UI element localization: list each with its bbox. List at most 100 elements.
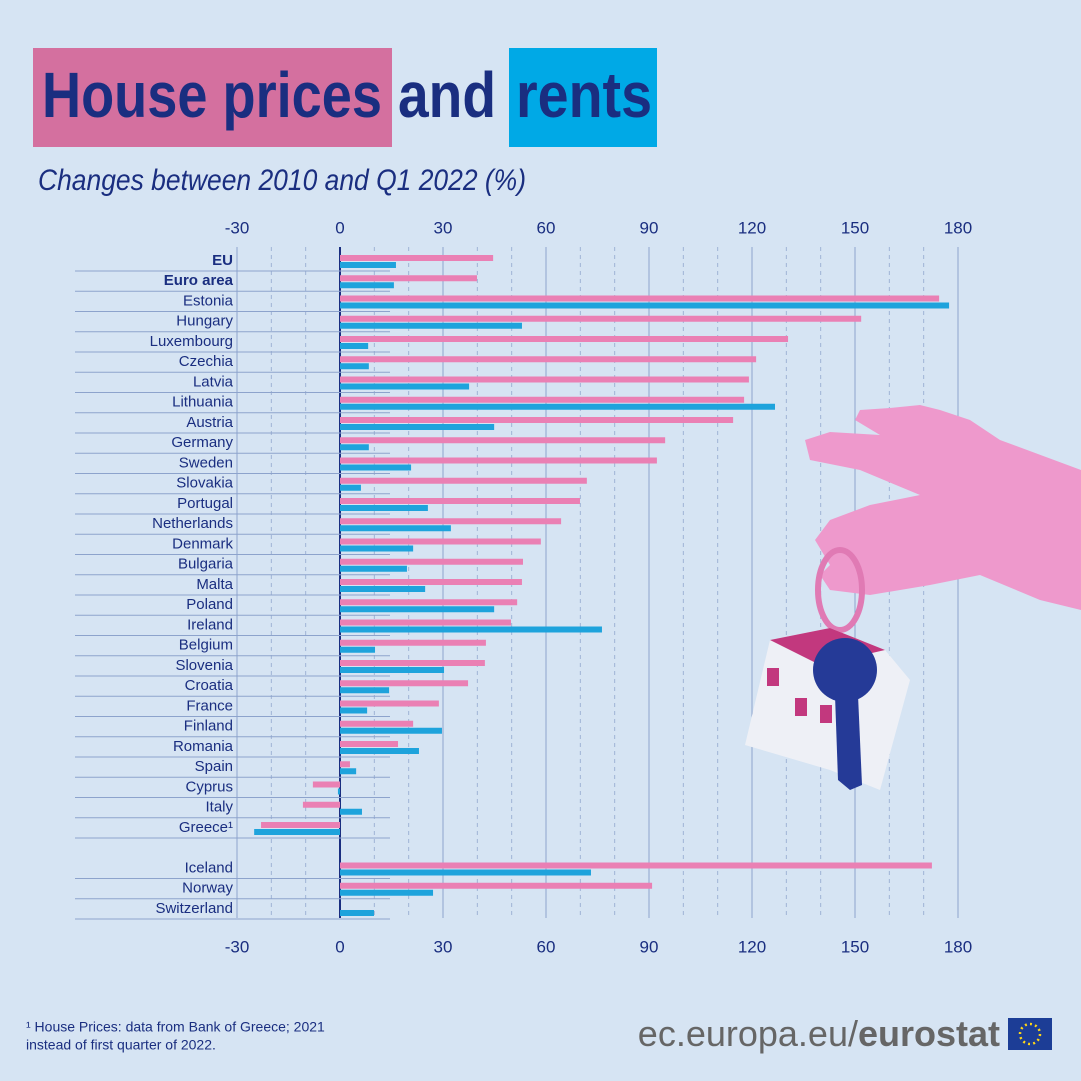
bar xyxy=(340,302,950,309)
x-tick-label-bottom: 30 xyxy=(434,937,453,956)
bar xyxy=(340,505,428,511)
bar xyxy=(340,356,757,363)
bar xyxy=(340,768,357,775)
category-label: Euro area xyxy=(164,272,234,289)
category-label: Iceland xyxy=(185,859,233,876)
bar xyxy=(340,403,776,410)
category-label: Croatia xyxy=(185,677,234,694)
chart-title: and xyxy=(398,59,496,131)
x-tick-label-bottom: 90 xyxy=(640,937,659,956)
category-label: Portugal xyxy=(177,495,233,512)
bar xyxy=(340,525,451,532)
bar xyxy=(340,667,445,673)
bar xyxy=(340,639,486,646)
bar xyxy=(340,808,362,815)
source-domain: ec.europa.eu/ xyxy=(638,1013,858,1054)
subtitle: Changes between 2010 and Q1 2022 (%) xyxy=(38,164,526,197)
bar xyxy=(340,707,368,714)
bar xyxy=(340,660,485,666)
bar xyxy=(340,538,541,545)
bar xyxy=(340,720,414,727)
bar xyxy=(340,498,580,504)
bar xyxy=(340,869,591,876)
flag-stars xyxy=(1018,1022,1042,1046)
x-tick-label-bottom: -30 xyxy=(225,937,250,956)
bar xyxy=(340,545,414,552)
bar xyxy=(340,457,657,464)
bar xyxy=(340,396,745,403)
bar xyxy=(340,255,494,261)
bar xyxy=(302,801,340,808)
footnote: instead of first quarter of 2022. xyxy=(26,1037,216,1053)
bar xyxy=(340,518,562,525)
bar xyxy=(340,882,653,889)
title-box-prices xyxy=(33,48,392,147)
bar xyxy=(340,619,511,626)
x-tick-label-top: 90 xyxy=(640,218,659,237)
x-tick-label-top: 60 xyxy=(537,218,556,237)
key-blade xyxy=(835,695,862,790)
bar xyxy=(340,444,369,451)
x-tick-label-bottom: 180 xyxy=(944,937,972,956)
bar xyxy=(340,565,407,572)
category-label: Norway xyxy=(182,880,233,897)
title-box-rents xyxy=(509,48,657,147)
key-head xyxy=(813,638,877,702)
bar xyxy=(340,700,439,707)
x-tick-label-top: 0 xyxy=(335,218,344,237)
key-ring xyxy=(815,547,865,633)
bar xyxy=(340,687,390,694)
category-label: Belgium xyxy=(179,637,233,654)
hand xyxy=(805,405,1081,610)
category-label: Bulgaria xyxy=(178,556,234,573)
category-label: Czechia xyxy=(179,353,234,370)
bar xyxy=(340,343,369,349)
category-label: Lithuania xyxy=(172,394,234,411)
category-label: France xyxy=(186,697,233,714)
bar xyxy=(312,781,340,788)
bar xyxy=(340,889,434,896)
bar xyxy=(340,626,602,633)
house-window xyxy=(820,705,832,723)
category-label: Malta xyxy=(196,576,233,593)
category-label: Greece¹ xyxy=(179,819,233,836)
x-tick-label-bottom: 150 xyxy=(841,937,869,956)
house-window xyxy=(767,668,779,686)
category-label: Denmark xyxy=(172,535,233,552)
source: ec.europa.eu/eurostat xyxy=(638,1013,1000,1054)
category-label: Cyprus xyxy=(185,778,233,795)
bar xyxy=(340,646,376,653)
category-label: EU xyxy=(212,252,233,269)
source-brand: eurostat xyxy=(858,1013,1000,1054)
bar xyxy=(340,315,862,322)
bar xyxy=(340,363,369,370)
legend-rents: rents xyxy=(516,59,652,131)
bar xyxy=(340,383,470,390)
category-label: Spain xyxy=(195,758,233,775)
category-label: Hungary xyxy=(176,313,233,330)
bar xyxy=(261,822,340,828)
x-tick-label-top: 30 xyxy=(434,218,453,237)
bar xyxy=(340,484,361,491)
category-label: Ireland xyxy=(187,616,233,633)
x-tick-label-top: 120 xyxy=(738,218,766,237)
category-label: Germany xyxy=(171,434,233,451)
bar xyxy=(340,599,518,606)
bar xyxy=(340,727,442,734)
bar xyxy=(340,322,522,329)
footnote: ¹ House Prices: data from Bank of Greece… xyxy=(26,1019,325,1035)
bar xyxy=(340,910,374,916)
bar xyxy=(340,295,940,302)
category-label: Luxembourg xyxy=(150,333,233,350)
x-tick-label-top: 180 xyxy=(944,218,972,237)
bar xyxy=(340,606,495,613)
bar xyxy=(337,788,340,795)
bar xyxy=(340,558,523,565)
plot: -30 -30 0 0 30 30 60 60 90 90 120 120 150 150 180 180 EU… xyxy=(75,218,972,956)
category-label: Sweden xyxy=(179,454,233,471)
bar xyxy=(340,477,587,484)
bar xyxy=(340,761,350,768)
bar xyxy=(340,437,666,444)
bar xyxy=(340,275,477,282)
